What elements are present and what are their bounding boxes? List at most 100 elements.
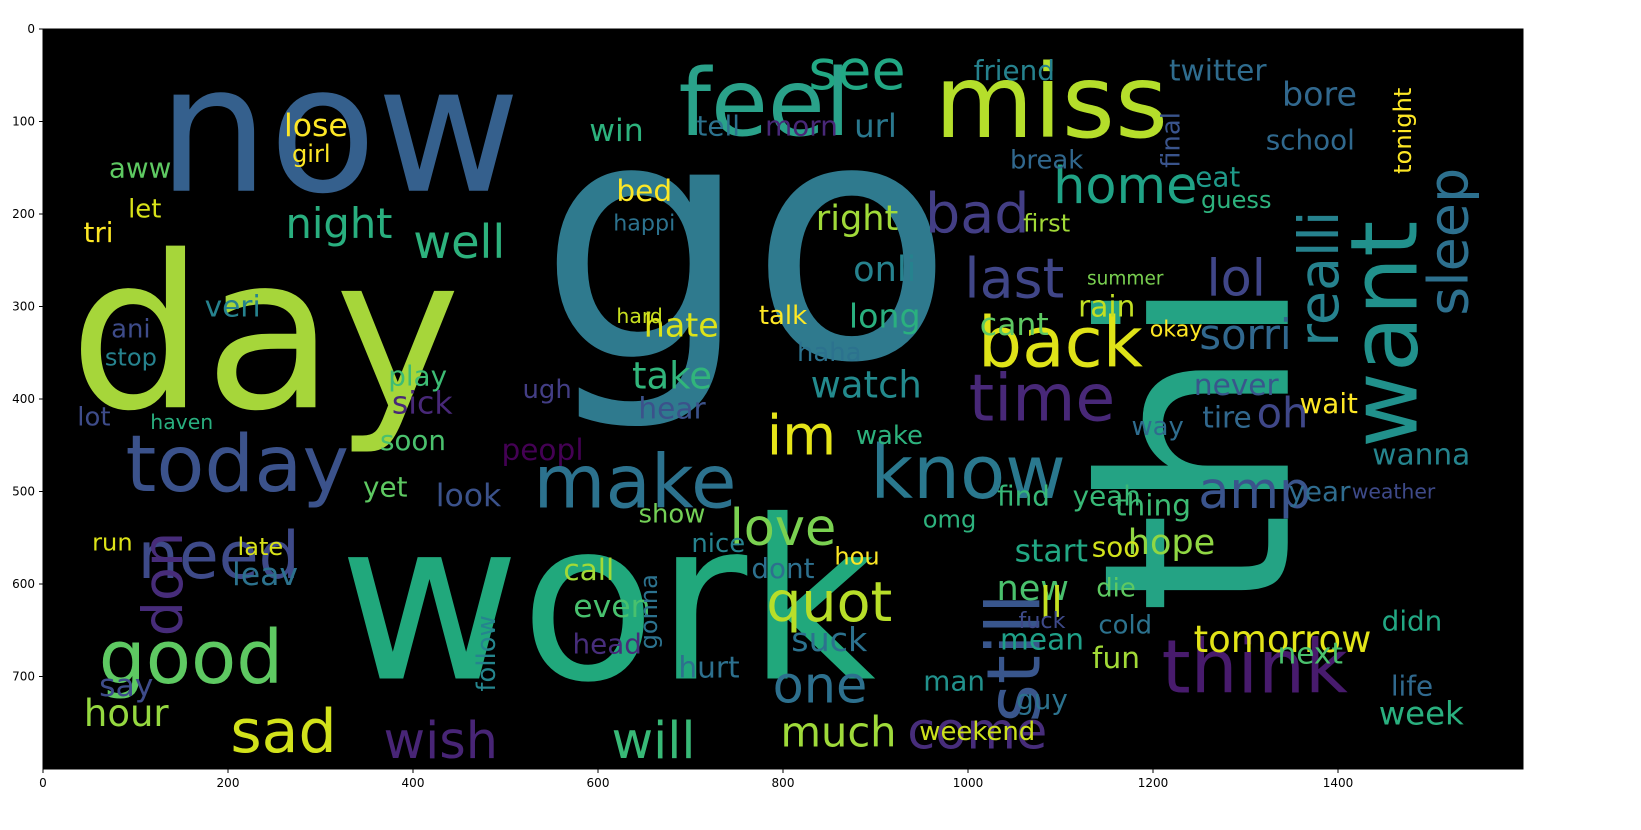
word-didn: didn	[1382, 605, 1443, 638]
word-today: today	[126, 418, 349, 510]
x-axis: 0 200 400 600 800 1000 1200 1400	[39, 769, 1353, 790]
x-tick-label: 400	[402, 776, 425, 790]
word-hou: hou	[834, 542, 879, 570]
word-summer: summer	[1087, 268, 1164, 289]
word-hard: hard	[616, 304, 662, 328]
word-make: make	[533, 439, 736, 525]
y-tick-label: 300	[12, 300, 35, 314]
word-tri: tri	[83, 216, 113, 249]
word-come: come	[907, 703, 1047, 762]
word-guess: guess	[1201, 186, 1272, 214]
x-tick-label: 0	[39, 776, 47, 790]
word-love: love	[730, 499, 837, 558]
word-tire: tire	[1202, 401, 1252, 435]
word-okay: okay	[1150, 317, 1203, 343]
word-fun: fun	[1092, 641, 1140, 675]
word-sick: sick	[392, 386, 453, 422]
word-school: school	[1266, 124, 1355, 157]
word-amp: amp	[1198, 462, 1311, 521]
word-look: look	[436, 478, 502, 514]
word-say: say	[99, 668, 153, 704]
word-hear: hear	[638, 391, 706, 425]
word-final: final	[1157, 112, 1187, 168]
word-bad: bad	[925, 182, 1029, 247]
x-tick-label: 1200	[1138, 776, 1169, 790]
x-tick-label: 1000	[953, 776, 984, 790]
y-tick-label: 100	[12, 115, 35, 129]
word-much: much	[780, 708, 896, 757]
word-yeah: yeah	[1073, 480, 1141, 513]
word-hurt: hurt	[678, 650, 739, 684]
word-right: right	[816, 198, 898, 239]
word-soon: soon	[380, 424, 446, 457]
word-bed: bed	[616, 174, 672, 208]
word-wish: wish	[383, 712, 498, 771]
word-aww: aww	[109, 151, 172, 184]
word-play: play	[388, 359, 447, 392]
word-back: back	[978, 304, 1143, 384]
word-twitter: twitter	[1169, 54, 1267, 88]
word-lot: lot	[77, 403, 110, 433]
word-cold: cold	[1098, 611, 1152, 641]
y-tick-label: 600	[12, 577, 35, 591]
word-girl: girl	[292, 140, 331, 168]
word-know: know	[870, 430, 1066, 516]
y-tick-label: 0	[27, 22, 35, 36]
word-first: first	[1023, 209, 1070, 237]
word-weekend: weekend	[919, 717, 1035, 747]
x-tick-label: 600	[587, 776, 610, 790]
word-long: long	[849, 296, 921, 335]
word-happi: happi	[613, 210, 675, 236]
word-friend: friend	[974, 54, 1055, 87]
word-peopl: peopl	[501, 433, 583, 467]
word-rain: rain	[1078, 290, 1135, 324]
word-thi: thi	[1049, 276, 1350, 614]
word-see: see	[808, 38, 905, 103]
word-cant: cant	[980, 307, 1049, 343]
word-night: night	[286, 199, 393, 248]
word-soo: soo	[1092, 531, 1141, 564]
word-yet: yet	[363, 470, 408, 503]
word-find: find	[997, 480, 1050, 513]
word-way: way	[1131, 412, 1183, 442]
word-lose: lose	[284, 108, 348, 144]
word-man: man	[923, 665, 985, 698]
word-week: week	[1379, 695, 1464, 733]
word-veri: veri	[205, 290, 261, 324]
word-stop: stop	[105, 343, 157, 371]
word-nice: nice	[691, 529, 745, 559]
y-tick-label: 700	[12, 670, 35, 684]
word-tomorrow: tomorrow	[1194, 618, 1372, 661]
word-weather: weather	[1352, 480, 1436, 504]
plot-background	[43, 29, 1523, 769]
word-mean: mean	[1000, 623, 1084, 657]
word-ani: ani	[111, 315, 150, 345]
word-omg: omg	[923, 505, 977, 533]
word-next: next	[1277, 636, 1343, 670]
word-last: last	[964, 246, 1064, 311]
word-sleep: sleep	[1417, 168, 1482, 316]
word-show: show	[639, 500, 706, 530]
word-talk: talk	[759, 301, 807, 331]
word-morn: morn	[765, 110, 838, 143]
word-now: now	[158, 29, 521, 233]
word-sad: sad	[230, 697, 336, 767]
word-oh: oh	[1257, 388, 1309, 437]
word-even: even	[573, 589, 650, 625]
word-time: time	[969, 362, 1115, 437]
word-suck: suck	[791, 620, 868, 659]
word-die: die	[1096, 574, 1136, 604]
y-tick-label: 500	[12, 485, 35, 499]
word-url: url	[854, 107, 897, 145]
word-gonna: gonna	[635, 574, 663, 649]
word-bore: bore	[1282, 74, 1357, 113]
word-tonight: tonight	[1389, 88, 1417, 174]
word-watch: watch	[811, 364, 922, 407]
word-ugh: ugh	[522, 375, 571, 405]
word-break: break	[1010, 145, 1083, 175]
word-im: im	[767, 404, 836, 469]
word-hope: hope	[1128, 522, 1216, 563]
y-tick-label: 200	[12, 207, 35, 221]
